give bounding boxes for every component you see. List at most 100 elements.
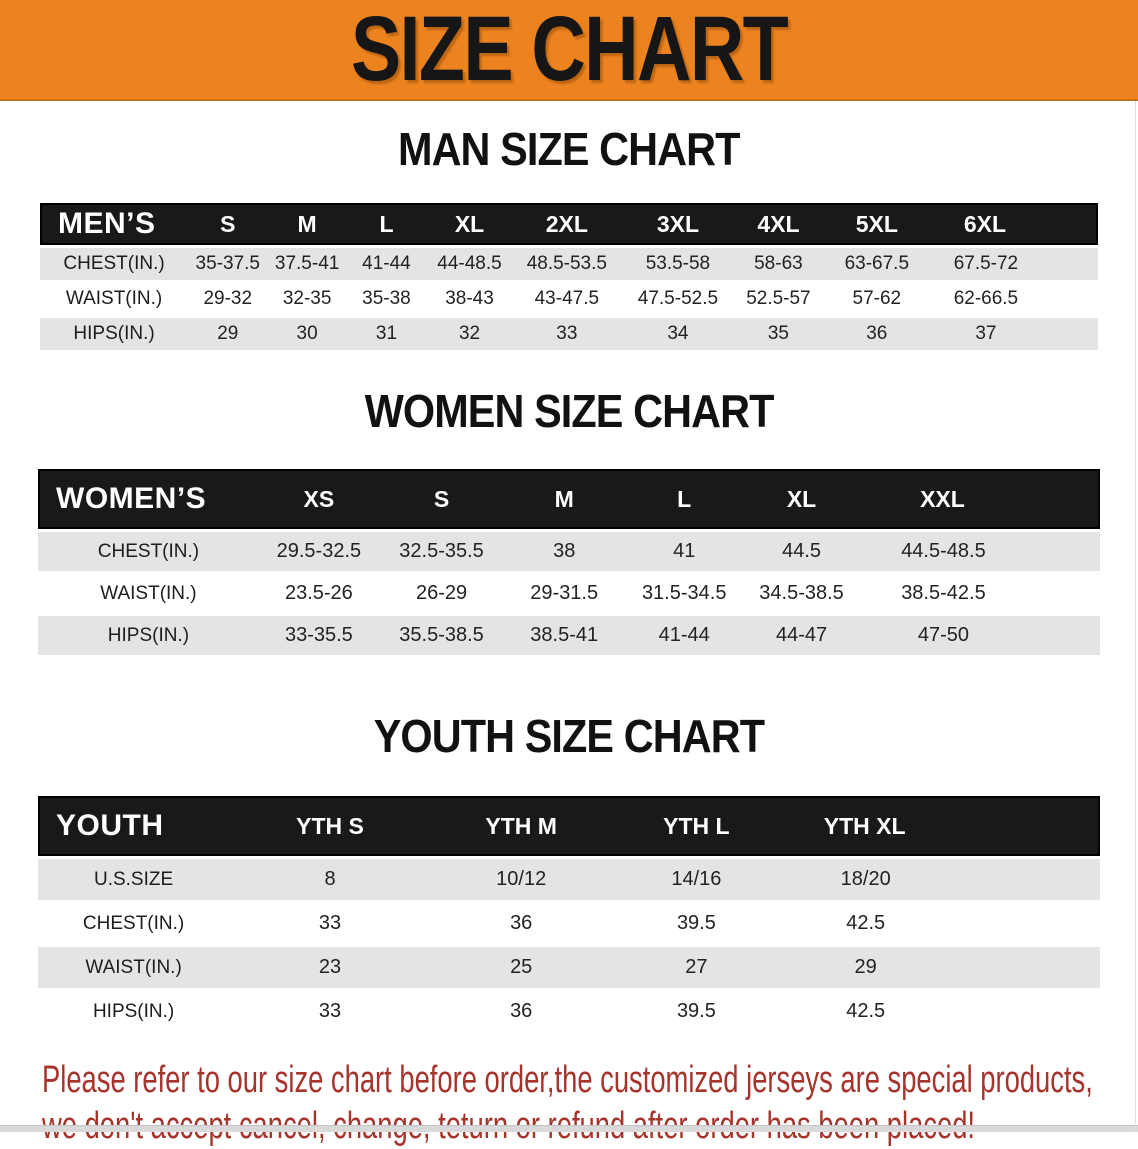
table-title-cell: WOMEN’S [38, 469, 259, 529]
measurement-value: 62-66.5 [953, 288, 1019, 309]
measurement-value: 35.5-38.5 [378, 616, 505, 655]
size-column-header: 3XL [620, 203, 736, 245]
size-column-header: XXL [858, 469, 1100, 529]
measurement-value: 36 [821, 318, 932, 350]
measurement-value: 34.5-38.5 [759, 582, 844, 604]
right-edge-line [1135, 101, 1136, 1132]
youth-section-heading: YOUTH SIZE CHART [0, 712, 1138, 769]
size-column-header: S [378, 469, 505, 529]
measurement-value: 30 [267, 318, 347, 350]
measurement-value: 29-31.5 [530, 582, 599, 604]
measurement-value: 36 [510, 1000, 533, 1022]
measurement-value: 23.5-26 [284, 582, 353, 604]
measurement-value: 32.5-35.5 [378, 532, 505, 571]
size-column-header: L [346, 203, 427, 245]
measurement-value: 38.5-42.5 [901, 582, 986, 604]
bottom-strip [0, 1125, 1138, 1132]
footer-note: Please refer to our size chart before or… [42, 1057, 1108, 1149]
women-section-heading: WOMEN SIZE CHART [0, 387, 1138, 444]
measurement-value: 35 [735, 318, 822, 350]
measurement-value: 36 [510, 912, 533, 934]
banner-title: SIZE CHART [350, 0, 789, 100]
women-section: WOMEN SIZE CHART WOMEN’S XS S M L XL XXL CHEST(… [0, 387, 1138, 658]
measurement-value: 27 [611, 947, 782, 988]
measurement-value: 39.5 [676, 1000, 716, 1022]
measurement-value: 29-32 [203, 288, 253, 309]
measurement-value: 37 [931, 318, 1098, 350]
measurement-value: 44.5-48.5 [858, 532, 1100, 571]
measurement-value: 52.5-57 [746, 288, 811, 309]
measurement-row: HIPS(IN.) 29 30 31 32 33 34 35 36 37 [40, 318, 1098, 350]
size-column-header: XL [744, 469, 859, 529]
size-header-row: WOMEN’S XS S M L XL XXL [38, 469, 1100, 529]
measurement-value: 34 [620, 318, 736, 350]
measurement-label: HIPS(IN.) [40, 318, 189, 350]
measurement-value: 41-44 [346, 248, 427, 280]
measurement-value: 42.5 [846, 912, 886, 934]
measurement-value: 33 [318, 1000, 342, 1022]
measurement-label: WAIST(IN.) [100, 582, 197, 604]
measurement-label: HIPS(IN.) [92, 1000, 175, 1022]
measurement-value: 41 [624, 532, 745, 571]
measurement-value: 31.5-34.5 [641, 582, 727, 604]
measurement-value: 57-62 [852, 288, 902, 309]
measurement-label: WAIST(IN.) [65, 288, 163, 309]
measurement-value: 35-37.5 [188, 248, 268, 280]
size-column-header: 2XL [512, 203, 621, 245]
measurement-value: 48.5-53.5 [512, 248, 621, 280]
size-header-row: MEN’S S M L XL 2XL 3XL 4XL 5XL 6XL [40, 203, 1098, 245]
measurement-row: HIPS(IN.) 33 36 39.5 42.5 [38, 991, 1100, 1032]
size-column-header: S [188, 203, 268, 245]
women-size-table: WOMEN’S XS S M L XL XXL CHEST(IN.) 29.5-32.5 32.5… [38, 466, 1100, 658]
size-column-header: 6XL [931, 203, 1098, 245]
men-section: MAN SIZE CHART MEN’S S M L XL 2XL 3XL 4XL 5XL 6XL… [0, 125, 1138, 353]
size-header-row: YOUTH YTH S YTH M YTH L YTH XL [38, 796, 1100, 856]
measurement-value: 58-63 [735, 248, 822, 280]
measurement-value: 67.5-72 [931, 248, 1098, 280]
men-section-heading-text: MAN SIZE CHART [398, 123, 740, 175]
measurement-value: 38.5-41 [504, 616, 625, 655]
measurement-value: 43-47.5 [534, 288, 600, 309]
measurement-value: 29 [188, 318, 268, 350]
women-section-heading-text: WOMEN SIZE CHART [364, 385, 775, 437]
table-title-cell: MEN’S [40, 203, 189, 245]
measurement-row: WAIST(IN.) 29-32 32-35 35-38 38-43 43-47.5 47.… [40, 283, 1098, 315]
measurement-value: 38-43 [445, 288, 494, 309]
measurement-value: 38 [504, 532, 625, 571]
measurement-value: 10/12 [430, 859, 612, 900]
measurement-value: 44-48.5 [426, 248, 513, 280]
size-table: MEN’S S M L XL 2XL 3XL 4XL 5XL 6XL CHEST(IN.) 35-37… [40, 200, 1098, 353]
measurement-label: HIPS(IN.) [38, 616, 259, 655]
measurement-label: CHEST(IN.) [82, 912, 185, 934]
measurement-value: 14/16 [611, 859, 782, 900]
banner: SIZE CHART [0, 0, 1138, 101]
measurement-label: U.S.SIZE [38, 859, 230, 900]
size-column-header: XL [426, 203, 513, 245]
measurement-value: 8 [229, 859, 431, 900]
size-column-header: YTH S [229, 796, 431, 856]
size-column-header: L [624, 469, 745, 529]
measurement-label: WAIST(IN.) [38, 947, 230, 988]
measurement-value: 41-44 [624, 616, 745, 655]
measurement-value: 31 [346, 318, 427, 350]
men-size-table: MEN’S S M L XL 2XL 3XL 4XL 5XL 6XL CHEST(IN.) 35-37… [40, 200, 1098, 353]
measurement-label: CHEST(IN.) [38, 532, 259, 571]
measurement-value: 33-35.5 [258, 616, 379, 655]
youth-section-heading-text: YOUTH SIZE CHART [373, 710, 765, 762]
measurement-value: 42.5 [846, 1000, 886, 1022]
measurement-value: 29.5-32.5 [258, 532, 379, 571]
size-column-header: M [504, 469, 625, 529]
measurement-value: 33 [318, 912, 342, 934]
measurement-value: 32-35 [282, 288, 332, 309]
size-table: YOUTH YTH S YTH M YTH L YTH XL U.S.SIZE 8 10/12… [38, 793, 1100, 1035]
measurement-row: WAIST(IN.) 23.5-26 26-29 29-31.5 31.5-34.5 34… [38, 574, 1100, 613]
measurement-value: 37.5-41 [267, 248, 347, 280]
size-column-header: YTH L [611, 796, 782, 856]
measurement-row: CHEST(IN.) 29.5-32.5 32.5-35.5 38 41 44.5 44.5… [38, 532, 1100, 571]
measurement-value: 35-38 [362, 288, 411, 309]
size-column-header: YTH XL [781, 796, 1100, 856]
measurement-value: 25 [430, 947, 612, 988]
size-column-header: XS [258, 469, 379, 529]
measurement-value: 44-47 [744, 616, 859, 655]
measurement-row: U.S.SIZE 8 10/12 14/16 18/20 [38, 859, 1100, 900]
